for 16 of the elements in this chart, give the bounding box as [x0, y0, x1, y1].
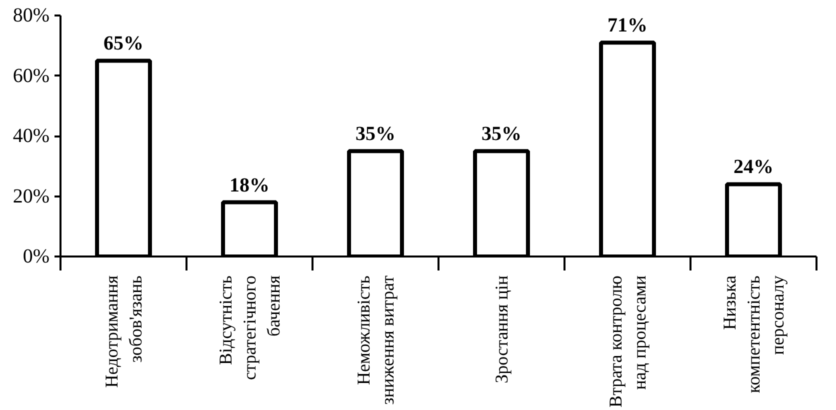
data-label: 35% — [482, 123, 522, 146]
y-tick-label: 40% — [12, 125, 50, 147]
data-label: 71% — [608, 14, 648, 37]
x-tick-label: Низька компетентність персоналу — [720, 275, 788, 394]
data-label: 65% — [104, 32, 144, 55]
data-label: 24% — [734, 156, 774, 178]
y-tick-label: 80% — [12, 4, 50, 26]
x-tick-label: Відсутність стратегічного бачення — [216, 275, 284, 380]
x-tick-label: Втрата контролю над процесами — [606, 275, 650, 408]
x-tick-label: Зростання цін — [492, 275, 512, 384]
y-tick-label: 60% — [12, 64, 50, 87]
y-tick-label: 20% — [12, 185, 50, 208]
y-tick-label: 0% — [22, 246, 50, 268]
x-tick-label: Недотримання зобов'язань — [102, 275, 146, 388]
data-label: 35% — [356, 123, 396, 146]
data-label: 18% — [230, 174, 270, 196]
